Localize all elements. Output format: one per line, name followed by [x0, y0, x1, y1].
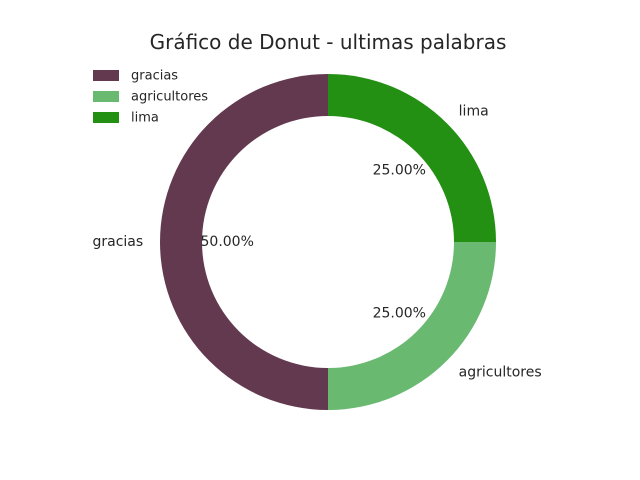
legend-swatch-agricultores: [93, 91, 119, 102]
slice-label-lima: lima: [459, 103, 489, 119]
donut-slices: [160, 74, 496, 410]
slice-labels: gracias 50.00% agricultores 25.00% lima 25.00…: [93, 103, 542, 380]
legend-swatch-lima: [93, 112, 119, 123]
legend-label-lima: lima: [131, 111, 159, 126]
legend-swatch-gracias: [93, 70, 119, 81]
slice-gracias: [160, 74, 328, 410]
chart-title: Gráfico de Donut - ultimas palabras: [150, 30, 507, 54]
legend-label-agricultores: agricultores: [131, 90, 208, 105]
slice-pct-gracias: 50.00%: [201, 234, 254, 250]
slice-pct-agricultores: 25.00%: [373, 305, 426, 321]
slice-lima: [328, 74, 496, 242]
slice-label-agricultores: agricultores: [459, 365, 542, 381]
slice-agricultores: [328, 242, 496, 410]
legend: gracias agricultores lima: [93, 69, 208, 126]
slice-pct-lima: 25.00%: [373, 163, 426, 179]
slice-label-gracias: gracias: [93, 234, 144, 250]
legend-label-gracias: gracias: [131, 69, 178, 84]
